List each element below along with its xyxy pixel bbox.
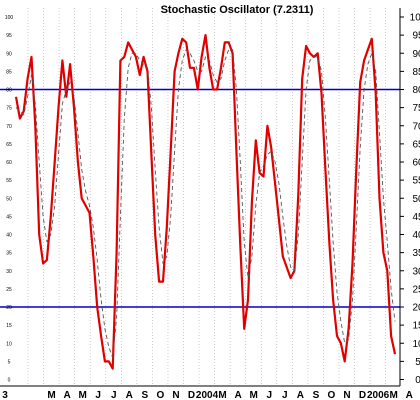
y-tick-label: 60: [412, 158, 420, 169]
y-tick-label: 85: [412, 67, 420, 78]
y-tick-label-left: 25: [6, 287, 12, 293]
y-tick-label-left: 40: [6, 233, 12, 239]
y-tick-label: 55: [412, 176, 420, 187]
y-tick-label-left: 60: [6, 160, 12, 166]
x-tick-label: M: [218, 390, 226, 400]
y-tick-label-left: 85: [6, 69, 12, 75]
y-tick-label-left: 55: [6, 178, 12, 184]
x-tick-label: 2004: [196, 390, 219, 400]
x-tick-label: M: [250, 390, 258, 400]
y-tick-label: 20: [412, 303, 420, 314]
y-tick-label: 70: [412, 121, 420, 132]
y-tick-label-left: 80: [6, 88, 12, 94]
x-tick-label: S: [313, 390, 320, 400]
x-tick-label: A: [126, 390, 133, 400]
x-tick-label: J: [266, 390, 272, 400]
y-tick-label-left: 75: [6, 106, 12, 112]
series-main-line: [14, 33, 397, 370]
x-tick-label: A: [235, 390, 242, 400]
y-tick-label: 80: [412, 85, 420, 96]
x-tick-label: D: [188, 390, 195, 400]
y-tick-label: 90: [412, 49, 420, 60]
y-tick-label: 0: [415, 375, 420, 386]
y-tick-label: 45: [412, 212, 420, 223]
x-tick-label: A: [406, 390, 413, 400]
x-tick-label: J: [111, 390, 117, 400]
y-tick-label-left: 0: [8, 378, 11, 384]
chart-title: Stochastic Oscillator (7.2311): [161, 4, 314, 16]
x-tick-label: 3: [2, 390, 8, 400]
x-tick-label: J: [95, 390, 101, 400]
y-tick-label-left: 95: [6, 33, 12, 39]
x-tick-label: S: [142, 390, 149, 400]
y-tick-label-left: 5: [8, 359, 11, 365]
y-tick-label: 95: [412, 31, 420, 42]
y-tick-label-left: 90: [6, 51, 12, 57]
y-tick-label: 25: [412, 284, 420, 295]
x-tick-label: A: [63, 390, 70, 400]
y-tick-label-left: 10: [6, 341, 12, 347]
y-tick-label-left: 70: [6, 124, 12, 130]
y-tick-label-left: 15: [6, 323, 12, 329]
y-tick-label-left: 50: [6, 196, 12, 202]
x-tick-label: N: [343, 390, 350, 400]
x-tick-label: 2006: [367, 390, 390, 400]
axes: 0055101015152020252530303535404045455050…: [0, 8, 420, 400]
x-tick-label: O: [328, 390, 336, 400]
x-tick-label: A: [297, 390, 304, 400]
y-tick-label: 35: [412, 248, 420, 259]
y-tick-label: 30: [412, 266, 420, 277]
y-tick-label: 15: [412, 321, 420, 332]
x-tick-label: N: [172, 390, 179, 400]
y-tick-label-left: 35: [6, 251, 12, 257]
x-tick-label: J: [282, 390, 288, 400]
x-tick-label: M: [389, 390, 397, 400]
y-tick-label: 100: [410, 13, 420, 24]
x-tick-label: O: [157, 390, 165, 400]
y-tick-label: 65: [412, 139, 420, 150]
y-tick-label: 10: [412, 339, 420, 350]
x-tick-label: D: [359, 390, 366, 400]
series-signal-line: [15, 49, 396, 359]
y-tick-label: 50: [412, 194, 420, 205]
y-tick-label: 5: [415, 357, 420, 368]
x-tick-label: M: [78, 390, 86, 400]
y-tick-label: 40: [412, 230, 420, 241]
y-tick-label-left: 100: [5, 15, 14, 21]
y-tick-label-left: 30: [6, 269, 12, 275]
y-tick-label-left: 20: [6, 305, 12, 311]
y-tick-label: 75: [412, 103, 420, 114]
y-tick-label-left: 65: [6, 142, 12, 148]
series-lines: [14, 33, 397, 370]
y-tick-label-left: 45: [6, 214, 12, 220]
x-tick-label: M: [47, 390, 55, 400]
